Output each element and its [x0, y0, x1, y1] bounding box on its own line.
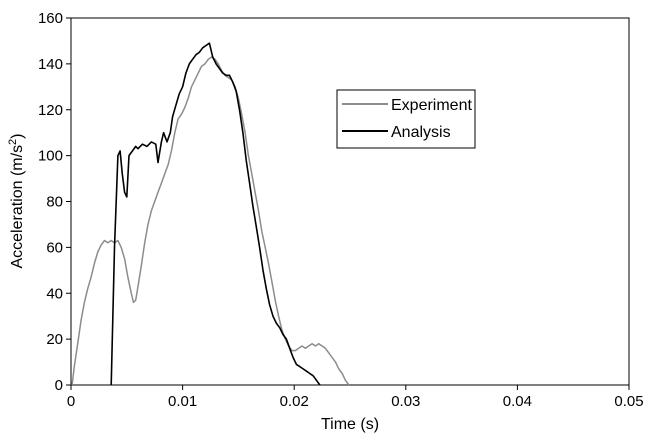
y-tick-label: 120 — [38, 102, 63, 119]
x-tick-label: 0.04 — [503, 393, 532, 410]
series-line-analysis — [110, 42, 321, 386]
y-tick-label: 80 — [46, 194, 63, 211]
x-tick-label: 0.01 — [168, 393, 197, 410]
x-tick-label: 0.05 — [614, 393, 643, 410]
y-axis: 0 20 40 60 80 100 120 140 160 — [38, 10, 71, 394]
y-tick-label: 60 — [46, 239, 63, 256]
legend-box — [336, 89, 476, 149]
legend-label-analysis: Analysis — [391, 124, 451, 141]
y-axis-title-superscript: 2 — [7, 139, 19, 145]
y-tick-label: 20 — [46, 331, 63, 348]
x-tick-label: 0 — [67, 393, 75, 410]
x-tick-label: 0.03 — [391, 393, 420, 410]
series-line-experiment — [71, 56, 350, 386]
y-tick-label: 160 — [38, 10, 63, 27]
y-tick-label: 40 — [46, 285, 63, 302]
x-axis: 0 0.01 0.02 0.03 0.04 0.05 — [67, 385, 644, 410]
legend-label-experiment: Experiment — [391, 97, 472, 114]
y-tick-label: 100 — [38, 148, 63, 165]
legend: Experiment Analysis — [336, 89, 476, 149]
x-axis-title: Time (s) — [321, 416, 379, 433]
y-tick-label: 140 — [38, 56, 63, 73]
plot-area — [70, 17, 630, 386]
y-tick-label: 0 — [55, 377, 63, 394]
series-layer — [71, 42, 350, 386]
y-axis-title-close: ) — [9, 133, 26, 138]
y-axis-title: Acceleration (m/s2) — [7, 133, 26, 268]
y-axis-title-main: Acceleration (m/s — [9, 145, 26, 269]
x-tick-label: 0.02 — [280, 393, 309, 410]
